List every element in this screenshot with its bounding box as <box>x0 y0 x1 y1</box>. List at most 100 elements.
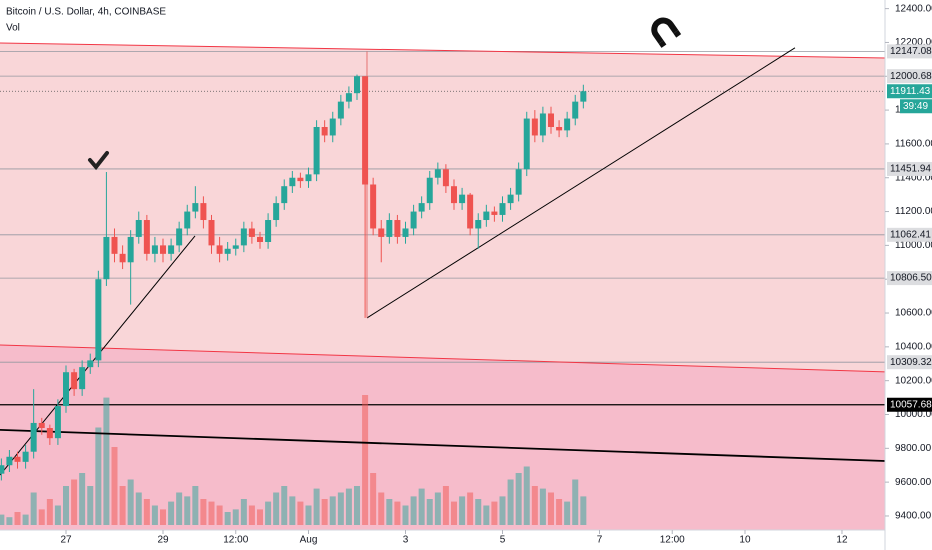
volume-bar <box>305 505 312 525</box>
x-tick-label: 12 <box>836 535 848 546</box>
x-tick-label: 7 <box>597 535 603 546</box>
candle-body <box>265 220 272 243</box>
candle-body <box>14 456 21 462</box>
level-box <box>887 161 932 176</box>
volume-bar <box>160 509 167 525</box>
countdown: 39:49 <box>903 101 928 112</box>
candle-body <box>135 220 142 237</box>
candle-body <box>539 113 546 136</box>
candle-body <box>176 228 183 246</box>
candle-body <box>491 211 498 215</box>
y-tick-label: 10200.00 <box>895 375 932 386</box>
candle-body <box>467 194 474 229</box>
volume-bar <box>531 486 538 525</box>
candle-body <box>103 236 110 280</box>
candle-body <box>475 220 482 229</box>
volume-bar <box>200 499 207 525</box>
y-tick-label: 10400.00 <box>895 341 932 352</box>
last-price-label: 11911.43 <box>890 86 931 97</box>
volume-bar <box>410 496 417 525</box>
level-box <box>887 271 932 286</box>
volume-bar <box>580 496 587 525</box>
volume-bar <box>87 486 94 525</box>
support-label: 10057.68 <box>890 399 932 410</box>
volume-bar <box>184 496 191 525</box>
x-tick-label: 27 <box>60 535 72 546</box>
candle-body <box>337 101 344 119</box>
volume-bar <box>483 505 490 525</box>
volume-bar <box>6 517 13 525</box>
y-tick-label: 9400.00 <box>895 511 932 522</box>
lower-zone <box>0 344 885 530</box>
y-tick-label: 11600.00 <box>895 139 932 150</box>
candle-body <box>483 211 490 221</box>
candle-body <box>248 228 255 237</box>
candle-body <box>564 118 571 131</box>
volume-bar <box>507 479 514 525</box>
volume-bar <box>0 514 5 525</box>
level-box <box>887 227 932 242</box>
candle-body <box>329 118 336 136</box>
candle-body <box>305 174 312 182</box>
candle-body <box>151 245 158 254</box>
volume-bar <box>95 427 102 525</box>
volume-bar <box>539 488 546 525</box>
countdown-box <box>900 99 932 114</box>
level-label: 11451.94 <box>890 164 931 175</box>
candle-body <box>71 372 78 390</box>
level-box <box>887 44 932 59</box>
volume-bar <box>491 501 498 525</box>
volume-bar <box>337 492 344 525</box>
candle-body <box>160 245 167 254</box>
candle-body <box>95 279 102 361</box>
candle-body <box>370 184 377 229</box>
volume-bar <box>111 447 118 525</box>
candle-body <box>450 186 457 204</box>
candle-body <box>459 194 466 204</box>
channel-line <box>0 42 886 59</box>
last-price-box <box>887 84 932 99</box>
trendline <box>366 47 796 319</box>
volume-bar <box>192 486 199 525</box>
trendline <box>0 428 886 462</box>
candle-body <box>345 93 352 102</box>
volume-bar <box>54 505 61 525</box>
candle-body <box>418 203 425 212</box>
volume-bar <box>475 499 482 525</box>
volume-bar <box>71 479 78 525</box>
volume-bar <box>103 397 110 525</box>
volume-bar <box>143 499 150 525</box>
candle-body <box>119 253 126 263</box>
candle-body <box>216 245 223 254</box>
x-tick-label: 29 <box>157 535 169 546</box>
candle-body <box>79 367 86 390</box>
candle-body <box>0 465 5 474</box>
level-label: 11062.41 <box>890 229 931 240</box>
volume-bar <box>297 501 304 525</box>
candle-body <box>63 372 70 407</box>
candle-body <box>127 236 134 263</box>
volume-bar <box>426 499 433 525</box>
candle-body <box>386 220 393 237</box>
candle-body <box>580 91 587 102</box>
volume-bar <box>224 512 231 525</box>
candle-body <box>547 113 554 128</box>
volume-bar <box>394 501 401 525</box>
volume-bar <box>289 496 296 525</box>
candle-body <box>297 177 304 182</box>
volume-bar <box>564 501 571 525</box>
y-tick-label: 11200.00 <box>895 206 932 217</box>
volume-bar <box>30 492 37 525</box>
support-box <box>887 397 932 412</box>
axes: 12400.0012200.0012000.0011800.0011600.00… <box>60 3 932 546</box>
candle-body <box>499 203 506 215</box>
volume-bar <box>127 479 134 525</box>
volume-bar <box>273 492 280 525</box>
volume-bar <box>168 501 175 525</box>
candle-body <box>6 456 13 466</box>
candle-body <box>523 118 530 170</box>
volume-bar <box>281 486 288 525</box>
level-label: 10806.50 <box>890 273 932 284</box>
x-tick-label: 12:00 <box>223 535 248 546</box>
volume-bar <box>378 492 385 525</box>
